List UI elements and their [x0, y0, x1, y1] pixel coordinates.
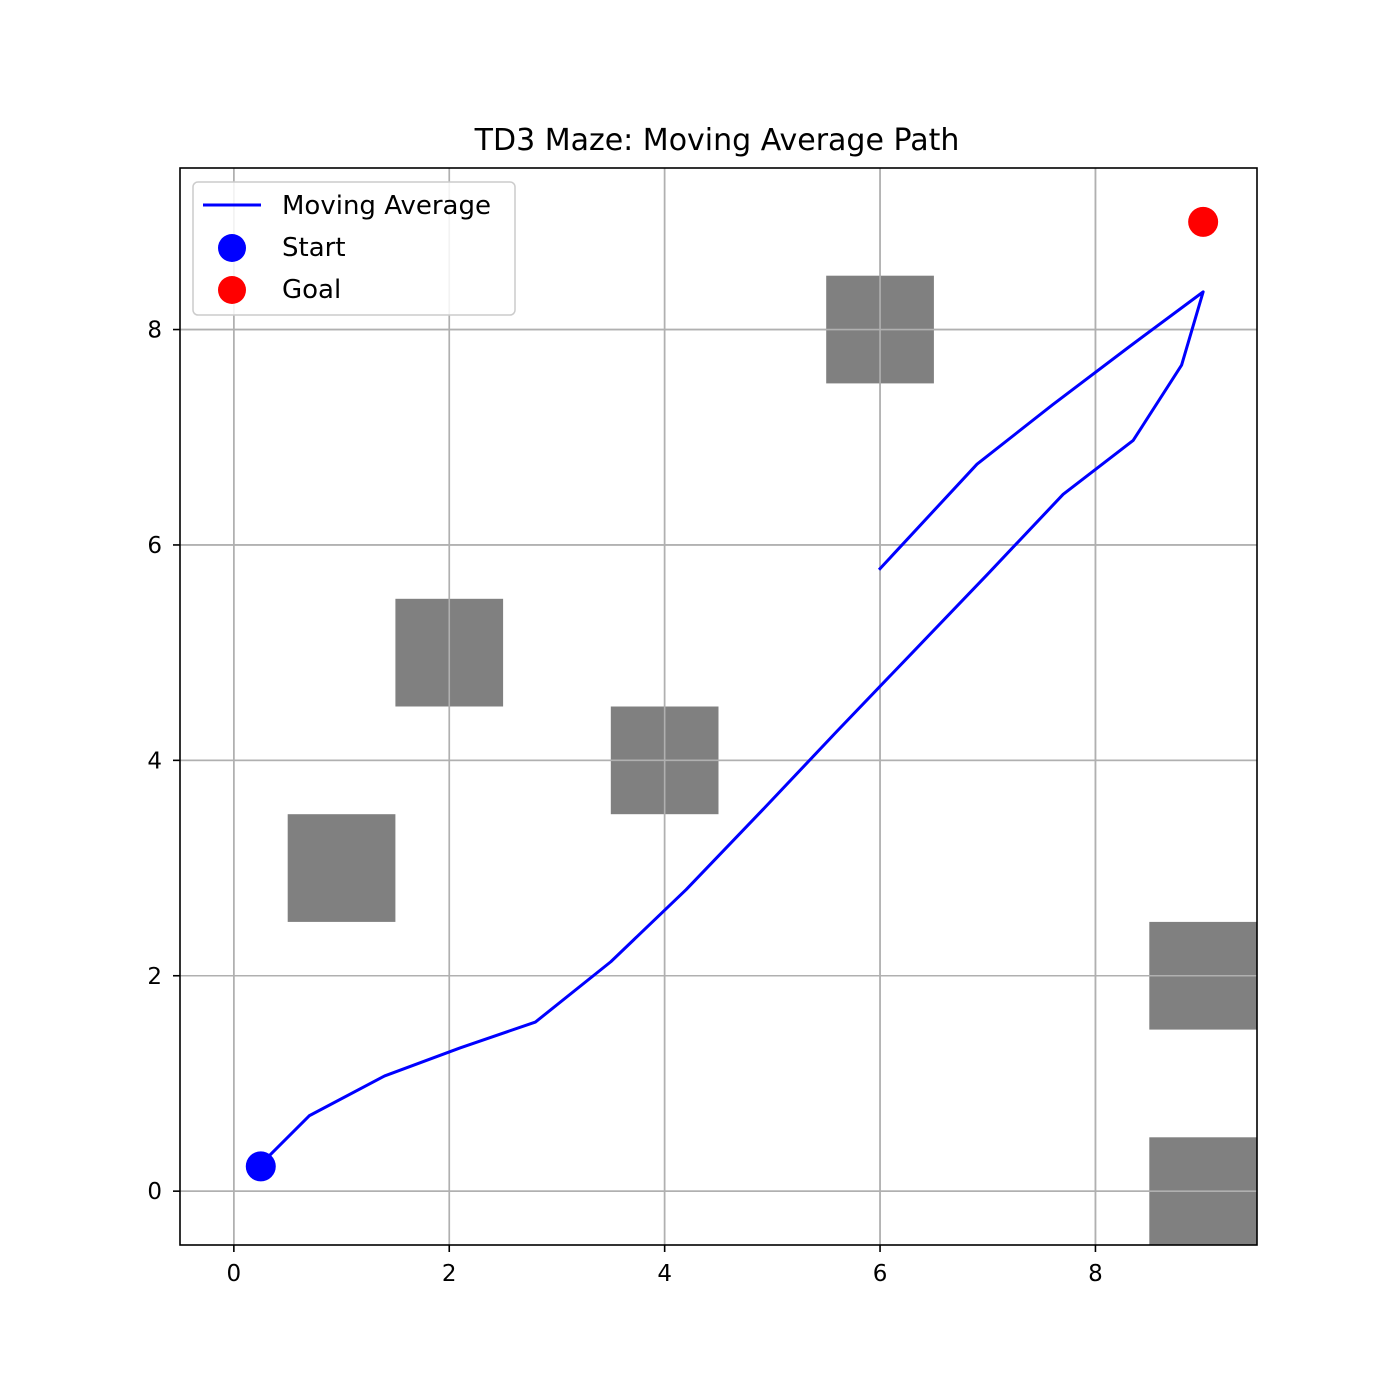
legend: Moving Average Start Goal: [192, 181, 516, 316]
start-marker: [245, 1151, 276, 1182]
x-tick-label: 4: [657, 1261, 672, 1287]
series-line: [258, 290, 1205, 1167]
markers: [245, 206, 1219, 1182]
legend-goal-swatch: [218, 276, 246, 304]
legend-label: Goal: [282, 275, 341, 305]
legend-label: Start: [282, 233, 346, 263]
y-tick-label: 6: [147, 533, 162, 559]
y-tick-label: 4: [147, 748, 162, 774]
plot-frame: [179, 167, 1258, 1246]
obstacle-block: [287, 814, 396, 922]
x-tick-label: 8: [1088, 1261, 1103, 1287]
y-tick-label: 0: [147, 1179, 162, 1205]
legend-frame: [192, 181, 516, 316]
series: [258, 290, 1205, 1167]
chart-title: TD3 Maze: Moving Average Path: [474, 123, 960, 158]
x-tick-label: 0: [227, 1261, 242, 1287]
grid-overlay: [180, 168, 1257, 1245]
x-tick-label: 6: [873, 1261, 888, 1287]
x-tick-label: 2: [442, 1261, 457, 1287]
legend-label: Moving Average: [282, 191, 491, 221]
y-tick-label: 2: [147, 964, 162, 990]
axis-ticks: 0 2 4 6 8 0 2 4 6 8: [147, 318, 1102, 1287]
legend-start-swatch: [218, 234, 246, 262]
goal-marker: [1188, 206, 1219, 237]
y-tick-label: 8: [147, 318, 162, 344]
